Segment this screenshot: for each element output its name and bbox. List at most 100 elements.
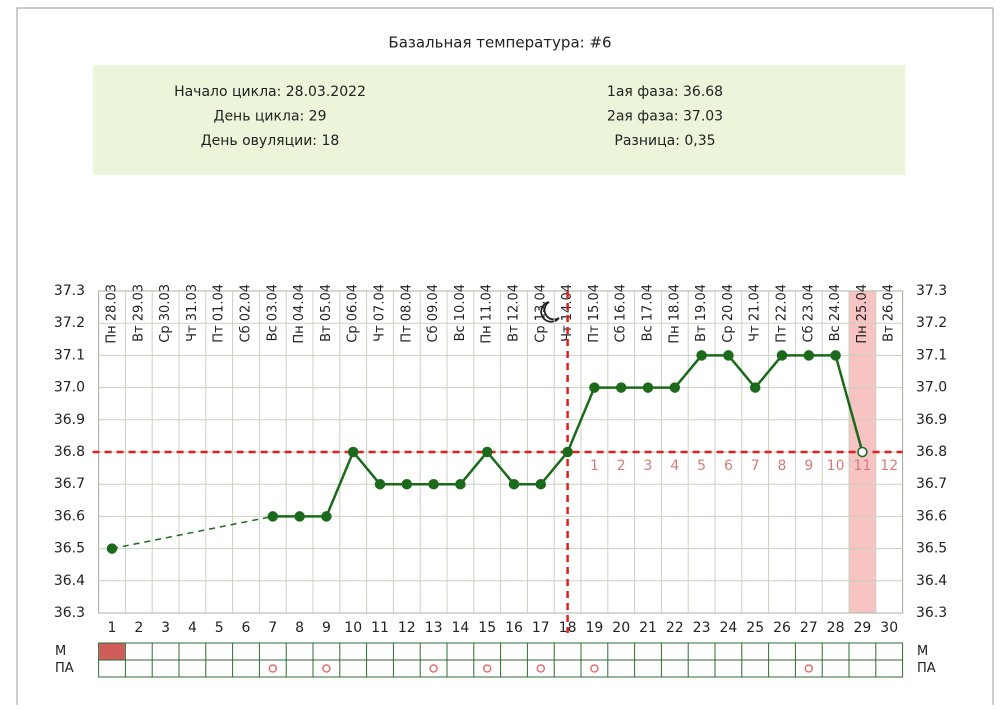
y2-tick-label: 37.0 bbox=[916, 380, 947, 396]
date-label: Пт 01.04 bbox=[212, 284, 227, 343]
pa-mark bbox=[429, 664, 438, 673]
temperature-point bbox=[749, 382, 761, 393]
x-tick-label: 25 bbox=[746, 620, 764, 636]
phase-label: 1 bbox=[590, 458, 599, 474]
y-tick-label: 36.4 bbox=[54, 573, 85, 589]
temperature-point bbox=[669, 382, 681, 393]
temperature-point bbox=[723, 350, 734, 361]
date-label: Вт 19.04 bbox=[694, 284, 709, 342]
temperature-point bbox=[535, 478, 547, 490]
x-tick-label: 20 bbox=[612, 620, 630, 636]
x-tick-label: 9 bbox=[322, 620, 331, 636]
x-tick-label: 7 bbox=[268, 620, 277, 636]
y2-tick-label: 36.8 bbox=[916, 444, 947, 460]
x-tick-label: 30 bbox=[880, 620, 898, 636]
date-label: Чт 14.04 bbox=[560, 284, 575, 342]
x-tick-label: 19 bbox=[585, 620, 603, 636]
ovulation-icon bbox=[540, 301, 560, 323]
y-tick-label: 36.5 bbox=[54, 541, 85, 557]
y-tick-label: 36.7 bbox=[54, 476, 85, 492]
date-label: Чт 21.04 bbox=[748, 284, 763, 342]
row-label-right: ПА bbox=[917, 661, 936, 676]
pa-mark bbox=[322, 664, 331, 673]
date-label: Сб 16.04 bbox=[614, 284, 629, 342]
pa-mark bbox=[590, 664, 599, 673]
phase-label: 6 bbox=[724, 458, 733, 474]
temperature-point bbox=[589, 382, 600, 393]
x-tick-label: 12 bbox=[398, 620, 416, 636]
date-label: Пн 18.04 bbox=[667, 284, 682, 344]
y-tick-label: 37.0 bbox=[54, 380, 85, 396]
temperature-point bbox=[776, 350, 788, 361]
date-label: Вс 10.04 bbox=[453, 284, 468, 341]
pa-mark bbox=[268, 664, 278, 673]
x-tick-label: 29 bbox=[853, 620, 871, 636]
phase-label: 12 bbox=[880, 458, 898, 474]
x-tick-label: 5 bbox=[215, 620, 224, 636]
temperature-point bbox=[857, 446, 868, 458]
temperature-point bbox=[106, 543, 118, 554]
row-label-right: М bbox=[917, 644, 928, 659]
x-tick-label: 3 bbox=[161, 620, 170, 636]
temperature-point bbox=[294, 511, 305, 522]
date-label: Вс 24.04 bbox=[828, 284, 843, 341]
date-label: Вт 05.04 bbox=[319, 284, 334, 342]
temperature-point bbox=[481, 446, 493, 458]
x-tick-label: 23 bbox=[693, 620, 711, 636]
x-tick-label: 13 bbox=[425, 620, 443, 636]
temperature-point bbox=[455, 478, 466, 490]
date-label: Пн 25.04 bbox=[855, 284, 870, 344]
y-tick-label: 37.1 bbox=[54, 347, 85, 363]
date-label: Сб 09.04 bbox=[426, 284, 441, 342]
phase-label: 9 bbox=[804, 458, 813, 474]
phase-label: 3 bbox=[644, 458, 653, 474]
x-tick-label: 4 bbox=[188, 620, 197, 636]
y-tick-label: 37.2 bbox=[54, 315, 85, 331]
pa-mark bbox=[804, 664, 814, 673]
info-text: Разница: 0,35 bbox=[614, 133, 715, 149]
info-text: 1ая фаза: 36.68 bbox=[607, 84, 723, 100]
x-tick-label: 26 bbox=[773, 620, 791, 636]
x-tick-label: 28 bbox=[827, 620, 845, 636]
phase-label: 8 bbox=[778, 458, 787, 474]
temperature-point bbox=[428, 478, 439, 490]
date-label: Пт 15.04 bbox=[587, 284, 602, 343]
date-label: Вс 17.04 bbox=[641, 284, 656, 341]
x-tick-label: 8 bbox=[295, 620, 304, 636]
x-tick-label: 27 bbox=[800, 620, 818, 636]
x-tick-label: 10 bbox=[344, 620, 362, 636]
pa-mark bbox=[482, 664, 492, 673]
date-label: Пт 22.04 bbox=[775, 284, 790, 343]
y2-tick-label: 36.9 bbox=[916, 412, 947, 428]
date-label: Ср 20.04 bbox=[721, 284, 736, 343]
temperature-point bbox=[508, 478, 520, 490]
y-tick-label: 37.3 bbox=[54, 283, 85, 299]
y-tick-label: 36.8 bbox=[54, 444, 85, 460]
temperature-point bbox=[267, 511, 279, 522]
x-tick-label: 21 bbox=[639, 620, 657, 636]
date-label: Сб 02.04 bbox=[239, 284, 254, 342]
temperature-point bbox=[803, 350, 815, 361]
info-panel bbox=[93, 65, 905, 175]
temperature-point bbox=[615, 382, 627, 393]
date-label: Вт 12.04 bbox=[507, 284, 522, 342]
date-label: Чт 07.04 bbox=[373, 284, 388, 342]
temperature-point bbox=[830, 350, 841, 361]
date-label: Пт 08.04 bbox=[399, 284, 414, 343]
y2-tick-label: 36.3 bbox=[916, 605, 947, 621]
phase-label: 2 bbox=[617, 458, 626, 474]
x-tick-label: 1 bbox=[108, 620, 117, 636]
temperature-point bbox=[696, 350, 707, 361]
phase-label: 11 bbox=[853, 458, 871, 474]
date-label: Пн 04.04 bbox=[292, 284, 307, 344]
x-tick-label: 24 bbox=[719, 620, 737, 636]
info-text: День цикла: 29 bbox=[214, 109, 327, 125]
date-label: Ср 13.04 bbox=[533, 284, 548, 343]
date-label: Вс 03.04 bbox=[265, 284, 280, 341]
y-tick-label: 36.3 bbox=[54, 605, 85, 621]
y2-tick-label: 37.1 bbox=[916, 347, 947, 363]
y2-tick-label: 37.3 bbox=[916, 283, 947, 299]
date-label: Сб 23.04 bbox=[801, 284, 816, 342]
phase-label: 10 bbox=[827, 458, 845, 474]
